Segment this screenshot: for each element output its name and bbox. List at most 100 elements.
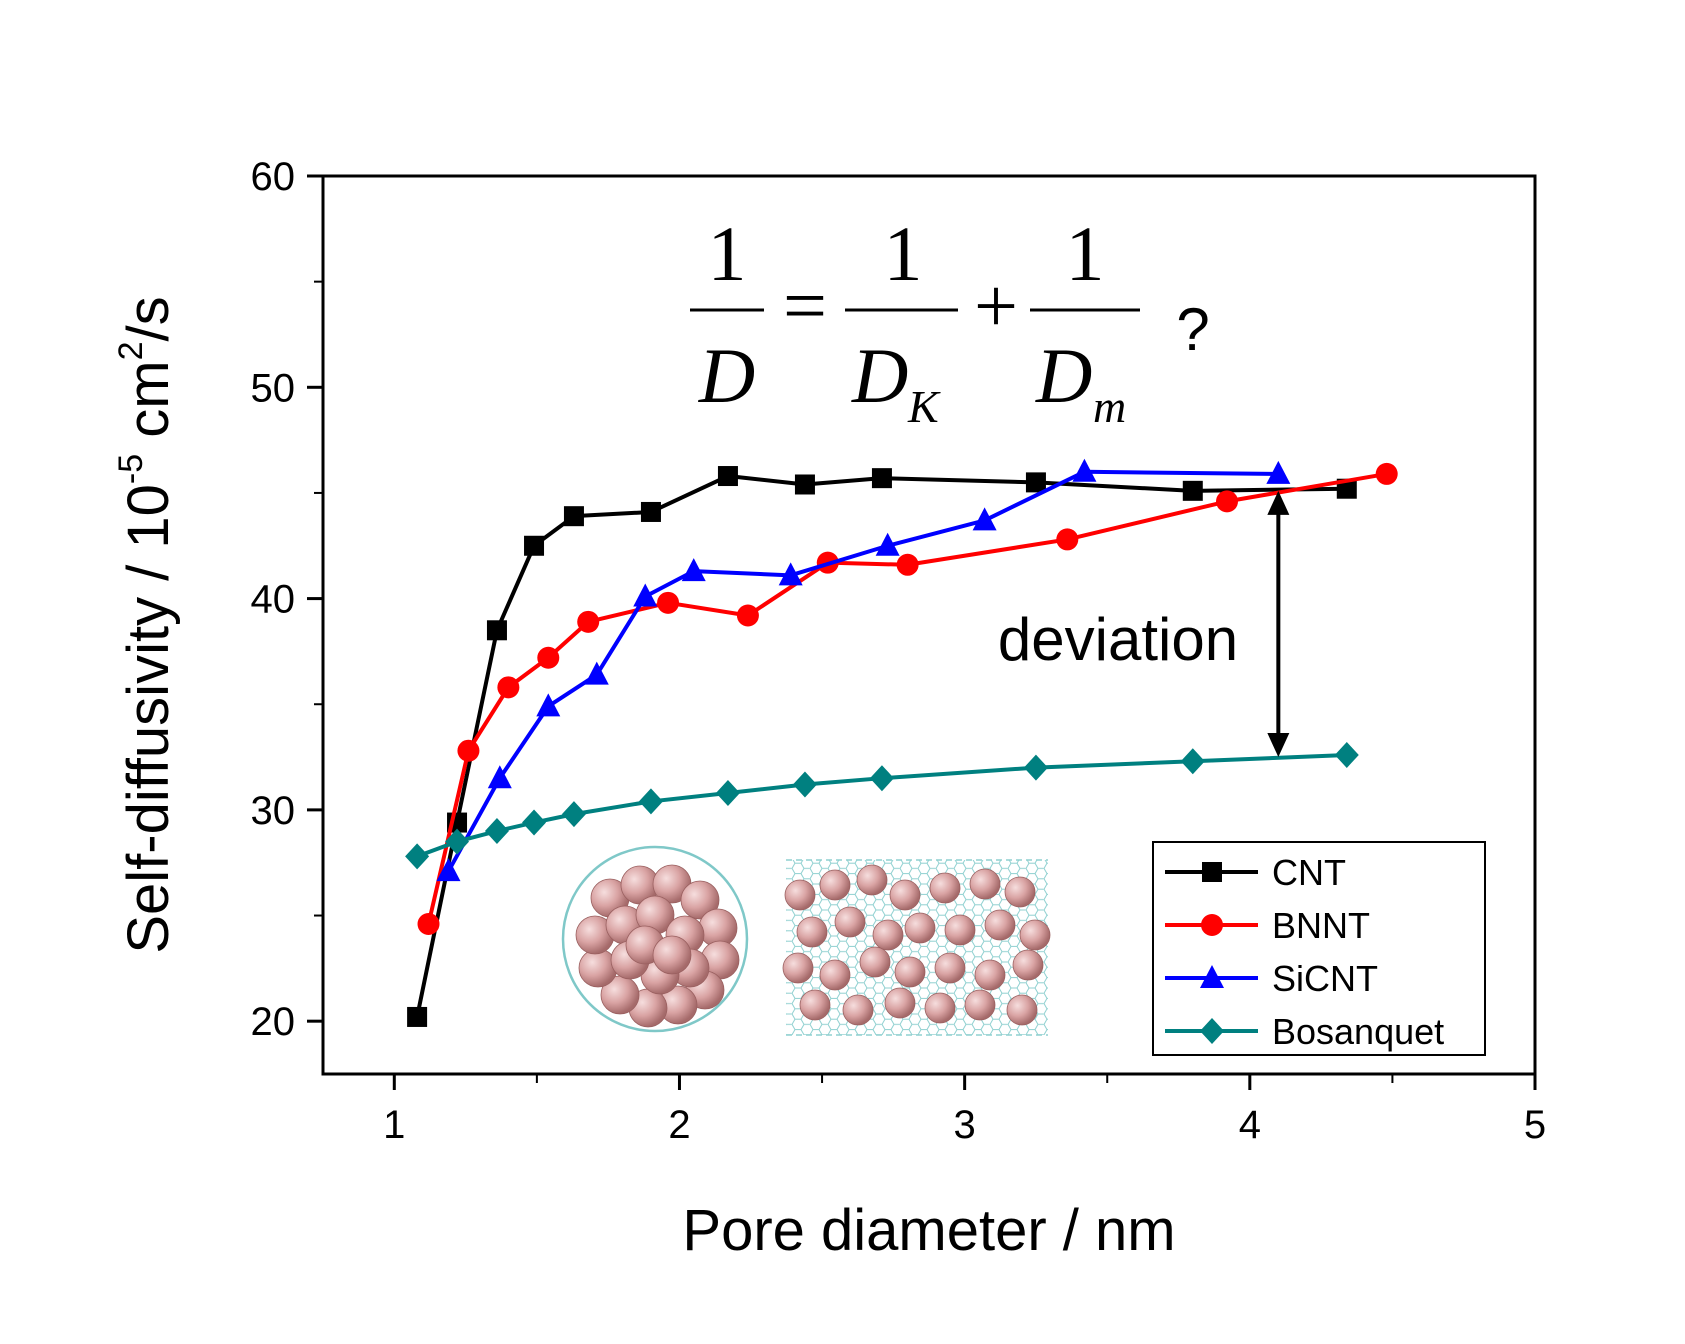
molecule-sphere [889,879,921,911]
data-point-bnnt [1375,462,1398,485]
molecule-sphere [984,909,1016,941]
molecule-sphere [680,880,720,920]
data-point-bosanquet [522,809,547,836]
data-point-cnt [1025,472,1046,493]
legend-item-sicnt: SiCNT [1165,958,1378,999]
molecule-sphere [974,959,1006,991]
series-bosanquet [405,741,1359,870]
molecule-sphere [796,916,828,948]
eq-equals: = [783,262,827,349]
deviation-arrow-head-top [1267,490,1290,515]
data-point-bosanquet [561,801,586,828]
data-point-bnnt [577,610,600,633]
molecule-sphere [934,952,966,984]
data-point-cnt [486,620,507,641]
y-axis-title-mid: cm [116,360,181,453]
molecule-sphere [819,959,851,991]
eq-t1-sub: K [907,381,941,432]
data-point-cnt [407,1006,428,1027]
eq-question: ? [1176,296,1209,363]
data-point-sicnt [633,583,658,607]
data-point-cnt [524,535,545,556]
legend-swatch-marker [1202,862,1222,882]
data-point-bosanquet [715,779,740,806]
nanotube-side-view [782,859,1051,1036]
series-layer [405,458,1398,1027]
legend-item-bosanquet: Bosanquet [1165,1011,1444,1052]
molecule-sphere [1006,994,1038,1026]
molecule-sphere [652,935,692,975]
molecule-sphere [969,868,1001,900]
molecule-sphere [834,906,866,938]
y-tick-label: 40 [251,578,296,622]
legend: CNT BNNT SiCNT Bosanquet [1152,841,1486,1056]
eq-t2-den: D [1035,332,1092,419]
data-point-sicnt [1266,460,1291,484]
legend-label: BNNT [1272,905,1370,946]
y-tick-label: 50 [251,366,296,410]
molecule-sphere [578,948,618,988]
legend-swatch-marker [1200,965,1224,988]
molecule-sphere [1019,919,1051,951]
x-tick-label: 2 [668,1103,690,1147]
y-tick-label: 60 [251,155,296,199]
molecule-sphere [782,952,814,984]
data-point-sicnt [875,532,900,556]
data-point-sicnt [584,661,609,685]
data-point-bosanquet [1023,754,1048,781]
y-axis-title-exp1: -5 [112,454,150,484]
x-axis-title: Pore diameter / nm [682,1198,1175,1263]
eq-plus: + [974,262,1018,349]
data-point-bnnt [417,912,440,935]
data-point-cnt [871,468,892,489]
x-tick-label: 1 [383,1103,405,1147]
x-tick-label: 4 [1239,1103,1261,1147]
data-point-sicnt [536,693,561,717]
legend-items: CNT BNNT SiCNT Bosanquet [1165,852,1444,1052]
data-point-bosanquet [445,828,470,855]
y-axis-title-suffix: /s [116,296,181,341]
eq-t1-den: D [851,332,908,419]
y-axis-title: Self-diffusivity / 10-5 cm2/s [112,296,181,953]
molecule-sphere [884,987,916,1019]
molecule-sphere [819,869,851,901]
molecule-sphere [1004,876,1036,908]
y-tick-label: 20 [251,1000,296,1044]
deviation-arrow [1267,490,1290,758]
y-axis-title-prefix: Self-diffusivity / 10 [116,484,181,954]
deviation-label: deviation [998,606,1238,673]
equation: 1 D = 1 D K + 1 D m ? [690,210,1210,432]
series-sicnt [436,458,1291,882]
data-point-sicnt [972,507,997,531]
molecule-sphere [872,919,904,951]
data-point-bosanquet [792,771,817,798]
data-point-sicnt [436,858,461,882]
legend-label: SiCNT [1272,958,1378,999]
deviation-arrow-head-bottom [1267,733,1290,758]
molecule-sphere [842,994,874,1026]
data-point-bnnt [896,553,919,576]
data-point-bosanquet [869,765,894,792]
eq-t2-sub: m [1093,381,1126,432]
data-point-cnt [563,506,584,527]
legend-label: Bosanquet [1272,1011,1444,1052]
molecule-sphere [894,956,926,988]
molecule-sphere [924,992,956,1024]
data-point-cnt [1182,480,1203,501]
data-point-cnt [717,466,738,487]
legend-label: CNT [1272,852,1346,893]
y-axis-title-exp2: 2 [112,341,150,360]
data-point-sicnt [487,765,512,789]
data-point-bnnt [1216,490,1239,513]
eq-lhs-den: D [698,332,755,419]
data-point-bnnt [657,591,680,614]
data-point-bosanquet [484,818,509,845]
data-point-cnt [794,474,815,495]
legend-swatch-marker [1201,914,1223,936]
data-point-bnnt [497,676,520,699]
molecule-sphere [799,989,831,1021]
molecule-sphere [944,914,976,946]
nanotube-end-view [561,845,749,1033]
data-point-bosanquet [1334,741,1359,768]
